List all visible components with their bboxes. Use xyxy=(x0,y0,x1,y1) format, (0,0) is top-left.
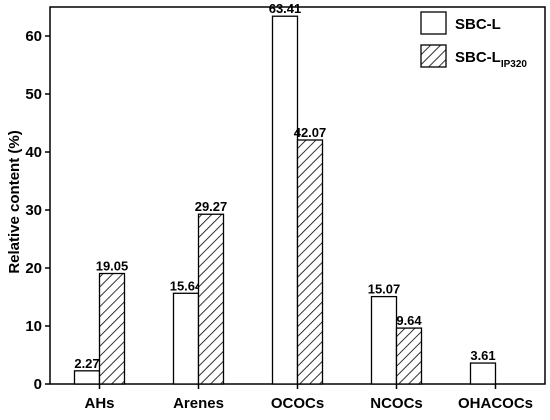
y-axis-title: Relative content (%) xyxy=(6,130,23,273)
y-tick-label: 20 xyxy=(25,260,42,277)
y-tick-label: 0 xyxy=(34,376,42,393)
bar-sbc-l xyxy=(370,295,398,385)
category-label: Arenes xyxy=(173,395,224,412)
legend-label: SBC-LIP320 xyxy=(455,49,527,70)
y-tick-label: 60 xyxy=(25,28,42,45)
bar-sbc-l xyxy=(172,292,200,385)
legend-label-main: SBC-L xyxy=(455,16,501,33)
data-label: 15.07 xyxy=(368,282,401,297)
category-label: OHACOCs xyxy=(458,395,533,412)
data-label: 9.64 xyxy=(396,313,422,328)
y-tick-label: 30 xyxy=(25,202,42,219)
category-label: OCOCs xyxy=(271,395,324,412)
bar-sbc-l xyxy=(73,370,101,385)
data-label: 2.27 xyxy=(74,356,99,371)
category-label: AHs xyxy=(84,395,114,412)
data-label: 42.07 xyxy=(294,125,327,140)
legend-swatch-sbc-l xyxy=(420,11,447,35)
data-label: 19.05 xyxy=(96,259,129,274)
legend-label: SBC-L xyxy=(455,16,501,33)
bar-sbc-lip320 xyxy=(296,139,324,385)
data-label: 3.61 xyxy=(470,348,495,363)
legend-label-main: SBC-L xyxy=(455,49,501,66)
data-label: 29.27 xyxy=(195,199,228,214)
y-tick-label: 50 xyxy=(25,86,42,103)
data-label: 15.64 xyxy=(170,278,203,293)
bar-sbc-lip320 xyxy=(98,272,126,385)
plot-area: 0 10 20 30 40 50 60 AHs 2.27 19.05 Arenes 15.64 29.2… xyxy=(25,1,546,412)
bar-sbc-l xyxy=(271,15,299,385)
legend-swatch-sbc-lip320 xyxy=(420,44,447,68)
y-tick-label: 10 xyxy=(25,318,42,335)
data-label: 63.41 xyxy=(269,1,302,16)
legend-label-subscript: IP320 xyxy=(501,59,528,70)
bar-sbc-lip320 xyxy=(197,213,225,385)
category-label: NCOCs xyxy=(370,395,423,412)
bar-sbc-l xyxy=(469,362,497,385)
bar-sbc-lip320 xyxy=(395,327,423,385)
y-tick-label: 40 xyxy=(25,144,42,161)
